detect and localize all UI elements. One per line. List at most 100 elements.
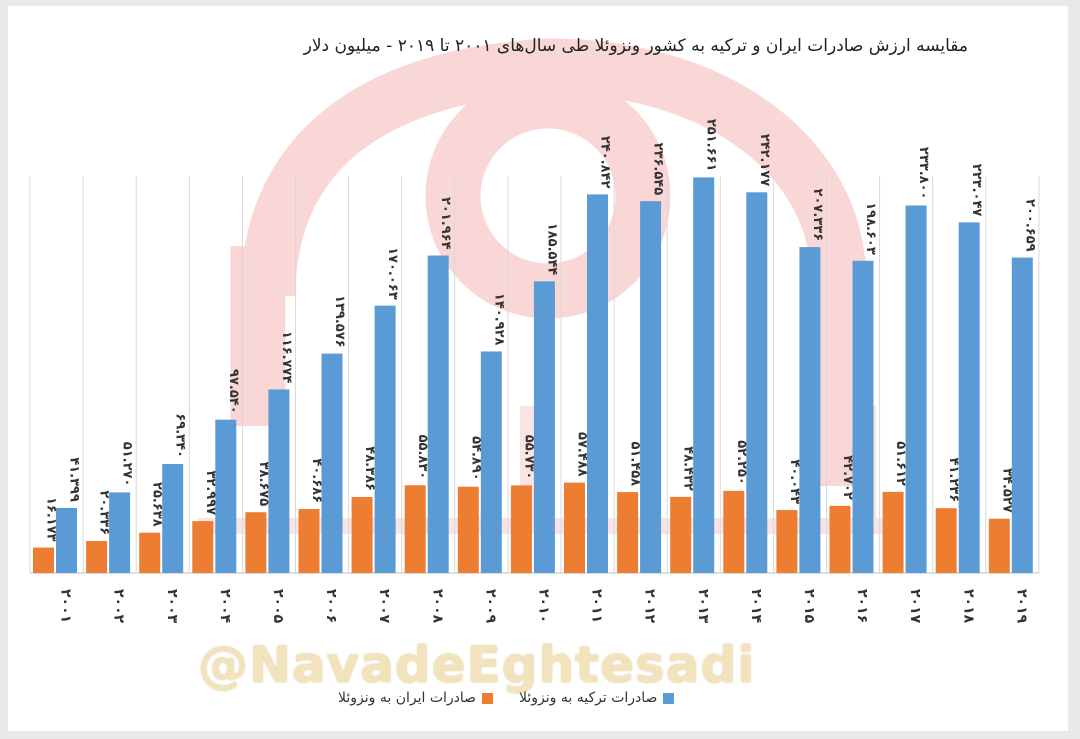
data-label-turkey: ۴۱.۳۹۹ — [67, 457, 82, 502]
bar-iran — [670, 496, 692, 573]
data-label-turkey: ۱۷۰.۰۶۳ — [385, 247, 400, 300]
bar-turkey — [799, 247, 821, 573]
bar-iran — [776, 510, 798, 573]
data-label-iran: ۲۰.۳۳۶ — [97, 490, 112, 535]
bar-iran — [139, 532, 161, 573]
bar-iran — [245, 512, 267, 573]
bar-turkey — [533, 281, 555, 573]
data-label-turkey: ۲۵۱.۶۶۱ — [704, 119, 719, 172]
data-label-iran: ۳۸.۶۷۵ — [256, 462, 271, 507]
bar-iran — [617, 492, 639, 573]
x-tick-label: ۲۰۰۴ — [217, 589, 233, 624]
bar-turkey — [905, 205, 927, 573]
chart-title: مقایسه ارزش صادرات ایران و ترکیه به کشور… — [303, 36, 968, 56]
bar-turkey — [1011, 257, 1033, 573]
bar-iran — [457, 486, 479, 573]
bar-turkey — [162, 463, 184, 573]
data-label-iran: ۳۴.۵۲۷ — [999, 468, 1014, 513]
data-label-iran: ۱۶.۱۷۳ — [44, 497, 59, 542]
data-label-turkey: ۲۳۶.۵۴۵ — [651, 143, 666, 196]
bar-turkey — [693, 177, 715, 573]
data-label-turkey: ۱۸۵.۵۴۴ — [544, 223, 559, 276]
x-tick-label: ۲۰۱۳ — [695, 589, 711, 624]
data-label-iran: ۵۱.۶۱۲ — [893, 441, 908, 486]
data-label-turkey: ۲۰۰.۶۵۹ — [1022, 199, 1037, 252]
data-label-turkey: ۱۱۶.۷۷۴ — [279, 331, 294, 384]
data-label-turkey: ۱۹۸.۶۰۳ — [863, 202, 878, 255]
x-tick-label: ۲۰۰۵ — [270, 589, 286, 624]
bar-iran — [192, 521, 214, 573]
x-tick-label: ۲۰۱۱ — [589, 589, 605, 623]
legend-label-turkey: صادرات ترکیه به ونزوئلا — [519, 690, 658, 706]
bar-turkey — [215, 419, 237, 573]
bar-iran — [404, 485, 426, 573]
x-tick-label: ۲۰۱۹ — [1013, 589, 1029, 624]
data-label-turkey: ۱۳۹.۵۷۶ — [332, 295, 347, 348]
x-tick-label: ۲۰۱۴ — [748, 589, 764, 624]
data-label-iran: ۵۵.۷۳۰ — [521, 435, 536, 480]
bar-iran — [564, 482, 585, 573]
legend-label-iran: صادرات ایران به ونزوئلا — [338, 690, 477, 706]
watermark-handle: @NavadeEghtesadi — [198, 636, 756, 694]
bar-iran — [510, 485, 532, 573]
data-label-iran: ۴۱.۲۳۶ — [946, 458, 961, 503]
x-tick-label: ۲۰۰۸ — [429, 589, 445, 624]
x-tick-label: ۲۰۰۲ — [111, 589, 127, 624]
x-tick-label: ۲۰۱۶ — [854, 589, 870, 623]
legend-swatch-turkey — [663, 692, 675, 704]
x-tick-label: ۲۰۱۵ — [801, 589, 817, 624]
data-label-turkey: ۲۰۷.۳۳۶ — [810, 189, 825, 242]
bar-turkey — [746, 192, 768, 573]
bar-turkey — [427, 255, 449, 574]
bar-iran — [988, 518, 1010, 573]
data-label-iran: ۵۲.۲۵۰ — [734, 440, 749, 485]
chart-frame: مقایسه ارزش صادرات ایران و ترکیه به کشور… — [8, 6, 1068, 731]
bar-iran — [351, 496, 373, 573]
legend-swatch-iran — [482, 692, 494, 704]
bar-iran — [86, 541, 108, 573]
data-label-turkey: ۲۰۱.۹۶۴ — [438, 197, 453, 250]
legend-item-turkey: صادرات ترکیه به ونزوئلا — [519, 690, 675, 706]
x-tick-label: ۲۰۰۷ — [376, 589, 392, 624]
legend-item-iran: صادرات ایران به ونزوئلا — [338, 690, 494, 706]
data-label-turkey: ۵۱.۲۷۰ — [120, 442, 135, 487]
data-label-iran: ۴۸.۴۳۲ — [681, 446, 696, 491]
x-tick-label: ۲۰۱۰ — [535, 589, 551, 623]
bar-iran — [298, 509, 320, 573]
x-tick-label: ۲۰۰۱ — [58, 589, 74, 623]
data-label-turkey: ۲۴۰.۸۴۲ — [598, 136, 613, 189]
data-label-turkey: ۲۲۳.۰۴۷ — [969, 164, 984, 217]
x-tick-label: ۲۰۱۲ — [642, 589, 658, 624]
data-label-turkey: ۹۷.۵۴۰ — [226, 369, 241, 414]
bar-turkey — [958, 222, 980, 573]
data-label-turkey: ۲۳۳.۸۰۰ — [916, 147, 931, 200]
legend: صادرات ترکیه به ونزوئلا صادرات ایران به … — [338, 690, 675, 706]
bar-turkey — [374, 305, 396, 573]
data-label-iran: ۵۷.۴۸۸ — [575, 432, 590, 477]
data-label-iran: ۵۴.۸۹۰ — [468, 436, 483, 481]
data-label-iran: ۲۵.۶۳۸ — [150, 482, 165, 527]
data-label-iran: ۴۸.۳۸۶ — [362, 446, 377, 491]
bar-iran — [33, 547, 54, 573]
bar-chart: ۱۶.۱۷۳ ۴۱.۳۹۹ ۲۰.۳۳۶ ۵۱.۲۷۰ ۲۵.۶۳۸ ۶۹.۳۴۰ ۳۲.۹… — [29, 119, 1040, 624]
data-label-iran: ۴۰.۰۴۳ — [787, 459, 802, 504]
x-tick-label: ۲۰۱۸ — [960, 589, 976, 624]
bar-turkey — [640, 201, 662, 574]
x-tick-label: ۲۰۱۷ — [907, 589, 923, 624]
bar-iran — [882, 491, 904, 573]
data-label-turkey: ۱۴۰.۹۲۸ — [491, 293, 506, 346]
bar-turkey — [587, 194, 608, 574]
x-tick-label: ۲۰۰۶ — [323, 589, 339, 623]
data-label-turkey: ۶۹.۳۴۰ — [173, 413, 188, 458]
bar-iran — [935, 508, 957, 573]
data-label-iran: ۵۱.۴۵۸ — [628, 441, 643, 486]
bar-turkey — [109, 492, 131, 573]
data-label-turkey: ۲۴۲.۱۷۷ — [757, 134, 772, 187]
bar-turkey — [852, 260, 874, 573]
bar-turkey — [480, 351, 502, 573]
x-tick-label: ۲۰۰۳ — [164, 589, 180, 624]
bar-iran — [723, 490, 745, 573]
data-label-iran: ۳۲.۹۹۷ — [203, 471, 218, 516]
bar-iran — [829, 505, 851, 573]
bar-turkey — [56, 507, 77, 573]
